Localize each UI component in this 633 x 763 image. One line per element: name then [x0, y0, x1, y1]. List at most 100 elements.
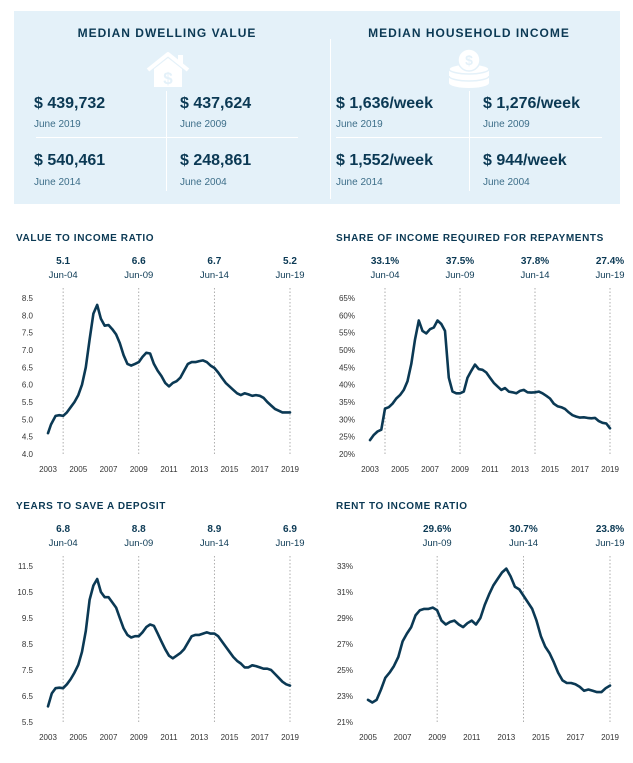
reference-value: 6.6: [132, 256, 146, 267]
stat-label: June 2009: [483, 119, 530, 130]
reference-value: 37.5%: [446, 256, 474, 267]
x-tick-label: 2007: [100, 465, 118, 474]
y-tick-label: 25%: [337, 666, 353, 675]
reference-date: Jun-14: [520, 270, 549, 281]
y-tick-label: 21%: [337, 718, 353, 727]
x-tick-label: 2017: [251, 465, 269, 474]
stat-value: $ 944/week: [483, 152, 567, 169]
chart-share-of-income: 33.1% Jun-04 37.5% Jun-09 37.8% Jun-14 27.4% Ju…: [339, 256, 625, 474]
y-tick-label: 23%: [337, 692, 353, 701]
reference-date: Jun-09: [445, 270, 474, 281]
y-tick-label: 25%: [339, 433, 355, 442]
x-tick-label: 2015: [532, 733, 550, 742]
y-tick-label: 33%: [337, 562, 353, 571]
reference-date: Jun-19: [275, 270, 304, 281]
y-tick-label: 8.5: [22, 640, 34, 649]
income-title: MEDIAN HOUSEHOLD INCOME: [368, 26, 570, 40]
panel-divider: [330, 39, 331, 199]
x-tick-label: 2003: [39, 733, 57, 742]
series-line: [366, 567, 612, 704]
series-line: [46, 303, 292, 435]
house-dollar-icon: $: [146, 52, 190, 88]
y-tick-label: 4.5: [22, 433, 34, 442]
chart-value-to-income: 5.1 Jun-04 6.6 Jun-09 6.7 Jun-14 5.2 Jun-19 4.0 4…: [22, 256, 305, 474]
y-tick-label: 6.5: [22, 363, 34, 372]
summary-panel: MEDIAN DWELLING VALUE $ $ 439,732 June 2…: [14, 11, 620, 204]
x-tick-label: 2013: [497, 733, 515, 742]
stat-label: June 2009: [180, 119, 227, 130]
y-tick-label: 6.5: [22, 692, 34, 701]
x-tick-label: 2011: [160, 465, 178, 474]
x-tick-label: 2007: [100, 733, 118, 742]
y-tick-label: 20%: [339, 450, 355, 459]
reference-date: Jun-04: [370, 270, 399, 281]
reference-value: 30.7%: [509, 524, 537, 535]
y-tick-label: 7.5: [22, 329, 34, 338]
x-tick-label: 2005: [359, 733, 377, 742]
chart-title-value-to-income: VALUE TO INCOME RATIO: [16, 233, 155, 244]
x-tick-label: 2017: [251, 733, 269, 742]
y-tick-label: 5.5: [22, 718, 34, 727]
y-tick-label: 10.5: [17, 588, 33, 597]
reference-date: Jun-14: [200, 538, 229, 549]
dwelling-grid-hline: [36, 137, 298, 138]
reference-date: Jun-09: [124, 270, 153, 281]
x-tick-label: 2005: [69, 465, 87, 474]
x-tick-label: 2007: [421, 465, 439, 474]
x-tick-label: 2019: [281, 465, 299, 474]
reference-value: 37.8%: [521, 256, 549, 267]
x-tick-label: 2005: [69, 733, 87, 742]
reference-value: 8.8: [132, 524, 146, 535]
x-tick-label: 2019: [601, 733, 619, 742]
y-tick-label: 27%: [337, 640, 353, 649]
y-tick-label: 7.5: [22, 666, 34, 675]
reference-value: 6.9: [283, 524, 297, 535]
stat-label: June 2019: [34, 119, 81, 130]
reference-value: 6.8: [56, 524, 70, 535]
reference-date: Jun-19: [595, 538, 624, 549]
dwelling-grid-vline: [166, 91, 167, 191]
reference-date: Jun-04: [49, 270, 78, 281]
x-tick-label: 2019: [601, 465, 619, 474]
reference-date: Jun-19: [595, 270, 624, 281]
x-tick-label: 2013: [190, 465, 208, 474]
x-tick-label: 2005: [391, 465, 409, 474]
y-tick-label: 5.0: [22, 415, 34, 424]
reference-date: Jun-14: [200, 270, 229, 281]
y-tick-label: 40%: [339, 381, 355, 390]
reference-date: Jun-04: [49, 538, 78, 549]
chart-years-to-save: 6.8 Jun-04 8.8 Jun-09 8.9 Jun-14 6.9 Jun-19 5.5 6…: [17, 524, 304, 742]
y-tick-label: 9.5: [22, 614, 34, 623]
stat-value: $ 248,861: [180, 152, 252, 169]
reference-value: 6.7: [207, 256, 221, 267]
y-tick-label: 65%: [339, 294, 355, 303]
x-tick-label: 2011: [481, 465, 499, 474]
reference-date: Jun-09: [124, 538, 153, 549]
y-tick-label: 31%: [337, 588, 353, 597]
stat-value: $ 439,732: [34, 95, 106, 112]
x-tick-label: 2007: [394, 733, 412, 742]
chart-title-years-to-save: YEARS TO SAVE A DEPOSIT: [16, 501, 166, 512]
reference-value: 27.4%: [596, 256, 624, 267]
x-tick-label: 2011: [463, 733, 481, 742]
reference-value: 5.1: [56, 256, 70, 267]
x-tick-label: 2017: [567, 733, 585, 742]
stat-value: $ 437,624: [180, 95, 252, 112]
x-tick-label: 2009: [130, 465, 148, 474]
stat-label: June 2014: [336, 177, 383, 188]
reference-date: Jun-14: [509, 538, 538, 549]
x-tick-label: 2003: [39, 465, 57, 474]
reference-value: 29.6%: [423, 524, 451, 535]
svg-text:$: $: [163, 69, 173, 88]
x-tick-label: 2015: [541, 465, 559, 474]
series-line: [46, 577, 292, 708]
stat-value: $ 1,276/week: [483, 95, 580, 112]
stat-label: June 2004: [180, 177, 227, 188]
x-tick-label: 2009: [451, 465, 469, 474]
x-tick-label: 2017: [571, 465, 589, 474]
x-tick-label: 2015: [221, 465, 239, 474]
y-tick-label: 6.0: [22, 381, 34, 390]
y-tick-label: 35%: [339, 398, 355, 407]
y-tick-label: 30%: [339, 415, 355, 424]
y-tick-label: 60%: [339, 311, 355, 320]
